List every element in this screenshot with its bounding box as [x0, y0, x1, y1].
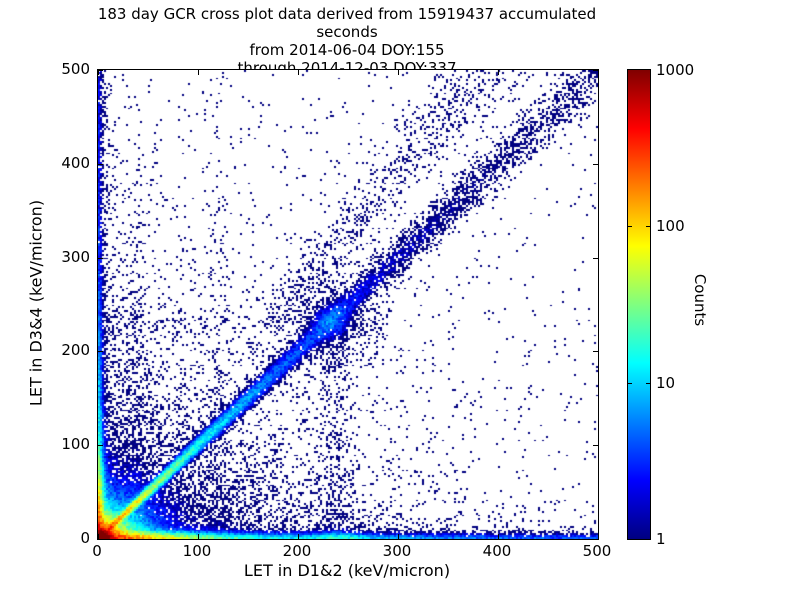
- x-tick-label: 500: [582, 542, 612, 560]
- x-axis-label: LET in D1&2 (keV/micron): [243, 561, 451, 580]
- axis-tick: [593, 351, 598, 352]
- y-tick-label: 100: [61, 435, 90, 454]
- chart-title-line-2: from 2014-06-04 DOY:155: [249, 41, 445, 59]
- colorbar-tick: [646, 383, 650, 384]
- axis-tick: [98, 164, 103, 165]
- plot-area: [97, 69, 599, 540]
- colorbar-tick: [628, 383, 632, 384]
- axis-tick: [98, 534, 99, 539]
- chart-title: 183 day GCR cross plot data derived from…: [97, 5, 597, 77]
- axis-tick: [98, 445, 103, 446]
- axis-tick: [198, 534, 199, 539]
- colorbar-tick-label: 100: [656, 217, 685, 236]
- x-tick-label: 400: [482, 542, 512, 560]
- axis-tick: [198, 70, 199, 75]
- colorbar-tick-label: 10: [656, 373, 676, 392]
- axis-tick: [598, 534, 599, 539]
- axis-tick: [298, 70, 299, 75]
- colorbar: [627, 69, 651, 540]
- y-tick-label: 300: [61, 247, 90, 266]
- colorbar-tick-label: 1: [656, 530, 666, 548]
- y-tick-label: 200: [61, 341, 90, 360]
- axis-tick: [398, 70, 399, 75]
- axis-tick: [498, 534, 499, 539]
- x-tick-label: 100: [182, 542, 212, 560]
- axis-tick: [98, 351, 103, 352]
- axis-tick: [593, 445, 598, 446]
- axis-tick: [598, 70, 599, 75]
- colorbar-tick-label: 1000: [656, 61, 695, 79]
- colorbar-tick: [628, 226, 632, 227]
- axis-tick: [98, 539, 103, 540]
- x-tick-label: 300: [382, 542, 412, 560]
- axis-tick: [593, 258, 598, 259]
- axis-tick: [593, 164, 598, 165]
- axis-tick: [593, 70, 598, 71]
- chart-title-line-1: 183 day GCR cross plot data derived from…: [97, 5, 597, 41]
- axis-tick: [593, 539, 598, 540]
- y-tick-label: 400: [61, 153, 90, 172]
- axis-tick: [398, 534, 399, 539]
- x-tick-label: 200: [282, 542, 312, 560]
- x-tick-label: 0: [92, 542, 102, 560]
- y-tick-label: 0: [80, 529, 90, 547]
- axis-tick: [498, 70, 499, 75]
- axis-tick: [98, 258, 103, 259]
- axis-tick: [98, 70, 103, 71]
- y-tick-label: 500: [61, 60, 90, 78]
- axis-tick: [98, 70, 99, 75]
- colorbar-tick: [646, 226, 650, 227]
- axis-tick: [298, 534, 299, 539]
- scatter-canvas: [98, 70, 598, 539]
